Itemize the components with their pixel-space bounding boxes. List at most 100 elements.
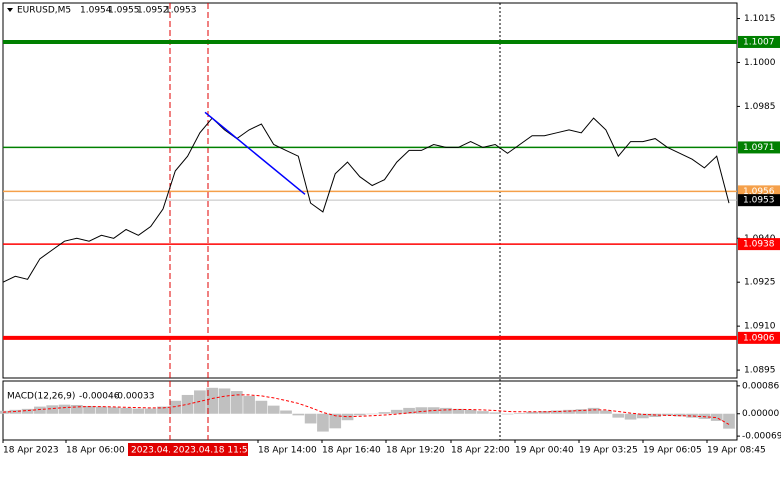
y-tick-label: 1.0910 <box>744 322 776 332</box>
macd-signal-value: -0.00033 <box>114 392 154 402</box>
y-tick-label: 1.1015 <box>744 14 776 24</box>
x-tick-label: 18 Apr 06:00 <box>66 446 125 456</box>
level-box <box>738 35 780 48</box>
y-tick-label: 1.0985 <box>744 102 776 112</box>
ohlc-close: 1.0953 <box>165 6 197 16</box>
macd-bar <box>723 413 735 429</box>
macd-bar <box>83 405 95 414</box>
main-panel <box>2 2 738 379</box>
macd-bar <box>34 406 46 414</box>
macd-bar <box>341 413 354 421</box>
level-label: 1.0971 <box>743 143 775 153</box>
macd-bar <box>120 407 132 414</box>
macd-y-tick-label: 0.00086 <box>742 381 779 391</box>
marker-label-box <box>170 443 248 456</box>
macd-bar <box>686 413 698 418</box>
macd-y-tick-label: 0.00000 <box>742 409 779 419</box>
macd-bar <box>144 408 157 414</box>
macd-bar <box>194 390 206 414</box>
macd-bar <box>95 406 108 414</box>
macd-bar <box>464 409 477 414</box>
macd-bar <box>378 412 391 414</box>
price-line <box>2 117 730 283</box>
macd-bar <box>157 406 169 414</box>
x-tick-label: 19 Apr 08:45 <box>707 446 766 456</box>
macd-bar <box>58 404 71 414</box>
macd-bar <box>440 407 452 414</box>
macd-bar <box>403 407 415 414</box>
macd-bar <box>304 413 317 424</box>
symbol: EURUSD,M5 <box>17 6 71 16</box>
macd-label: MACD(12,26,9) <box>7 392 75 402</box>
y-tick-label: 1.1000 <box>744 58 776 68</box>
macd-bar <box>477 411 489 414</box>
macd-bar <box>107 407 120 414</box>
macd-bar <box>366 413 378 415</box>
last-price-label: 1.0953 <box>743 196 775 206</box>
macd-bar <box>624 413 637 420</box>
level-label: 1.0938 <box>743 240 775 250</box>
macd-bar <box>612 413 625 418</box>
marker-label: 2023.04. <box>131 446 171 456</box>
macd-bar <box>206 387 219 414</box>
ohlc-open: 1.0954 <box>80 6 112 16</box>
last-price-box <box>738 194 780 207</box>
macd-bar <box>317 413 329 432</box>
x-tick-label: 18 Apr 14:00 <box>258 446 317 456</box>
menu-arrow <box>7 8 13 12</box>
x-tick-label: 18 Apr 2023 <box>3 446 59 456</box>
macd-bar <box>46 405 59 414</box>
macd-bar <box>415 407 428 414</box>
x-tick-label: 18 Apr 22:00 <box>451 446 510 456</box>
macd-bar <box>354 413 366 416</box>
macd-bar <box>218 388 231 414</box>
macd-bar <box>600 410 612 414</box>
header: EURUSD,M5 1.0954 1.0955 1.0952 1.0953 <box>7 6 197 16</box>
level-box <box>738 141 780 154</box>
macd-bar <box>501 413 514 415</box>
macd-bar <box>661 413 674 416</box>
macd-bar <box>390 409 403 414</box>
trendline <box>204 111 306 195</box>
macd-bar <box>637 413 649 419</box>
macd-bar <box>673 413 686 417</box>
macd-bar <box>513 413 526 414</box>
macd-bar <box>243 395 255 414</box>
level-label: 1.0956 <box>743 187 775 197</box>
macd-bar <box>452 408 465 414</box>
level-box <box>738 331 780 344</box>
macd-bar <box>292 413 305 416</box>
level-box <box>738 238 780 251</box>
y-tick-label: 1.0925 <box>744 278 776 288</box>
macd-header: MACD(12,26,9) -0.00046 -0.00033 <box>7 392 154 402</box>
macd-y-tick-label: -0.00069 <box>742 432 781 442</box>
macd-value: -0.00046 <box>79 392 120 402</box>
macd-bar <box>563 409 575 414</box>
macd-bar <box>550 410 563 414</box>
macd-bar <box>21 408 34 414</box>
macd-bar <box>70 404 83 414</box>
ohlc-high: 1.0955 <box>108 6 140 16</box>
macd-bar <box>230 391 243 414</box>
level-label: 1.0906 <box>743 333 775 343</box>
ohlc-low: 1.0952 <box>137 6 169 16</box>
y-tick-label: 1.0895 <box>744 366 776 376</box>
x-tick-label: 19 Apr 00:40 <box>515 446 574 456</box>
macd-bar <box>575 409 588 414</box>
macd-panel <box>2 380 738 441</box>
macd-bar <box>267 405 280 414</box>
macd-bar <box>329 413 342 429</box>
macd-bar <box>526 411 538 414</box>
macd-bar <box>255 400 268 414</box>
macd-bar <box>587 407 600 414</box>
x-tick-label: 19 Apr 06:05 <box>643 446 702 456</box>
marker-label: 2023.04.18 11:55 <box>173 446 253 456</box>
macd-bar <box>710 413 723 421</box>
macd-bar <box>169 400 182 414</box>
macd-bar <box>280 410 292 414</box>
macd-bar <box>132 408 145 414</box>
x-tick-label: 18 Apr 16:40 <box>322 446 381 456</box>
x-tick-label: 18 Apr 19:20 <box>386 446 445 456</box>
marker-label-box <box>128 443 170 456</box>
